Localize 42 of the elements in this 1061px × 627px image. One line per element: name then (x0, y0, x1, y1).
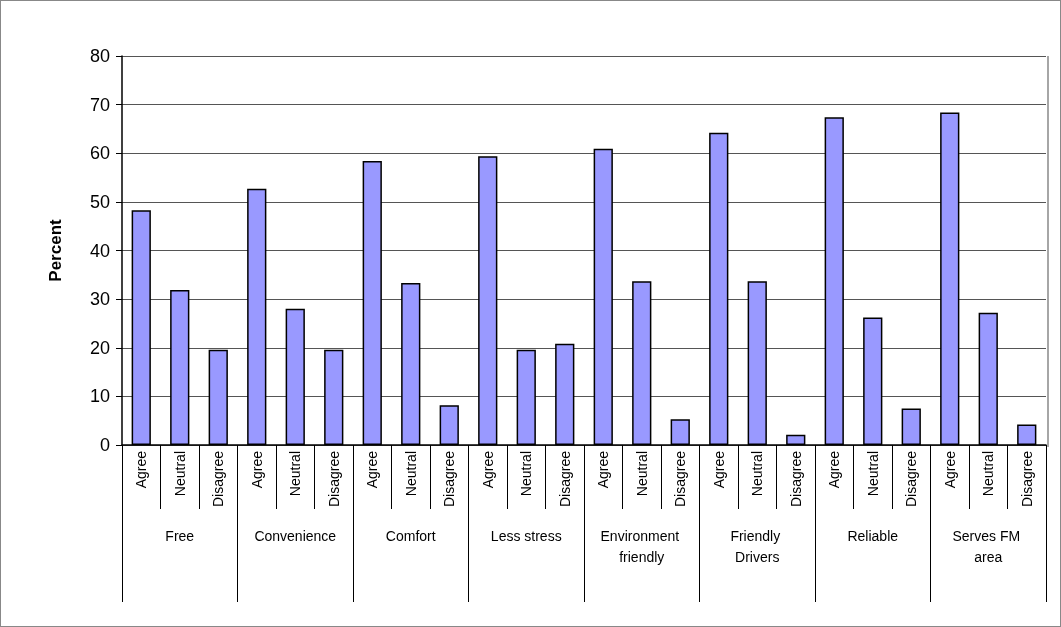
x-tick-label: Neutral (864, 451, 881, 497)
text: Friendly Drivers (730, 527, 785, 565)
x-tick-label: Neutral (402, 451, 419, 497)
y-tick-label: 60 (89, 143, 110, 164)
y-tick-label: 0 (99, 435, 110, 455)
x-tick-label: Agree (595, 450, 612, 489)
x-tick-label: Agree (710, 450, 727, 489)
y-tick-label: 70 (89, 94, 110, 115)
x-tick-label: Neutral (633, 451, 650, 497)
y-tick-label: 40 (89, 240, 110, 261)
x-tick-label: Neutral (980, 451, 997, 497)
text: Reliable (847, 527, 899, 544)
x-tick-label: Agree (248, 450, 265, 489)
x-tick-label: Neutral (287, 451, 304, 497)
x-tick-label: Neutral (171, 451, 188, 497)
y-tick-label: 20 (89, 337, 110, 358)
x-tick-label: Disagree (1018, 450, 1035, 508)
x-tick-label: Disagree (672, 450, 689, 508)
text: Less stress (490, 527, 562, 544)
text: Convenience (254, 527, 337, 544)
x-tick-label: Disagree (210, 450, 227, 508)
y-axis-title: Percent (46, 218, 65, 282)
x-tick-label: Agree (941, 450, 958, 489)
text: Serves FM area (952, 527, 1025, 565)
x-tick-label: Disagree (325, 450, 342, 508)
y-tick-label: 30 (89, 289, 110, 310)
x-tick-label: Disagree (903, 450, 920, 508)
y-tick-label: 10 (89, 386, 110, 407)
x-tick-label: Disagree (787, 450, 804, 508)
x-tick-label: Neutral (518, 451, 535, 497)
text: Environment friendly (600, 527, 683, 565)
x-tick-label: Agree (479, 450, 496, 489)
y-tick-label: 50 (89, 191, 110, 212)
y-tick-label: 80 (89, 46, 110, 66)
x-tick-label: Agree (133, 450, 150, 489)
x-tick-label: Agree (826, 450, 843, 489)
x-tick-label: Neutral (749, 451, 766, 497)
x-tick-label: Disagree (556, 450, 573, 508)
x-tick-label: Agree (364, 450, 381, 489)
x-tick-label: Disagree (441, 450, 458, 508)
text: Free (165, 527, 195, 544)
text: Comfort (385, 527, 436, 544)
